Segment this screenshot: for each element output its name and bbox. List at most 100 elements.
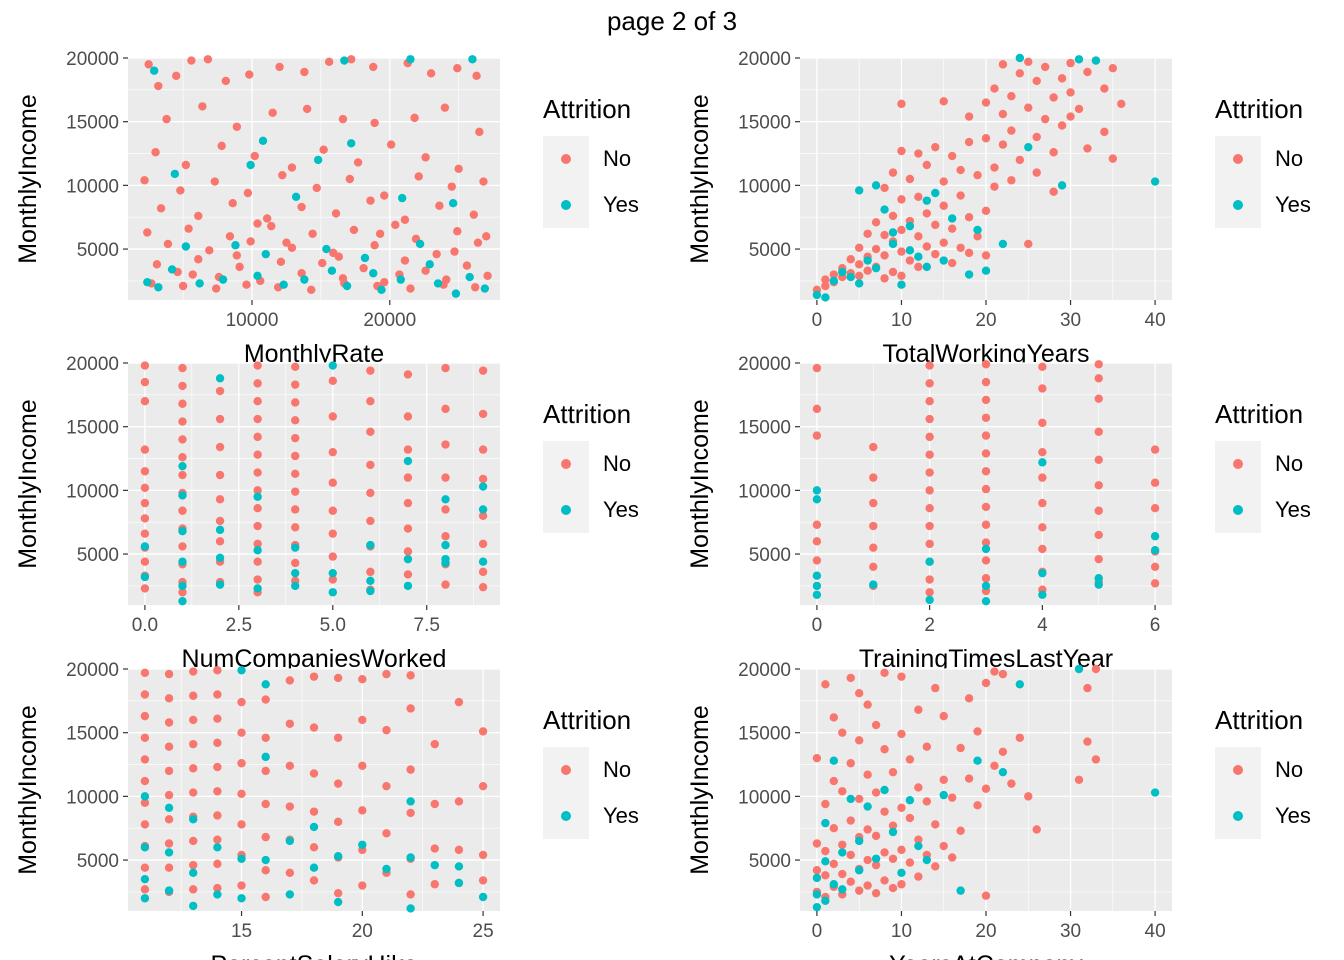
data-point — [403, 412, 413, 421]
data-point — [1015, 733, 1025, 742]
data-point — [189, 836, 198, 846]
data-point — [391, 220, 400, 230]
data-point — [441, 540, 450, 550]
data-point — [170, 169, 180, 179]
data-point — [140, 498, 150, 508]
data-point — [441, 495, 450, 504]
data-point — [140, 863, 150, 872]
data-point — [215, 495, 225, 504]
data-point — [871, 218, 881, 227]
data-point — [998, 140, 1008, 149]
data-point — [897, 99, 906, 109]
data-point — [905, 795, 915, 805]
data-point — [140, 483, 150, 493]
data-point — [358, 806, 367, 815]
legend-dot-icon — [561, 200, 571, 210]
x-tick-label: 30 — [1060, 921, 1081, 942]
legend-dot-icon — [1233, 765, 1243, 775]
x-axis-title: PercentSalaryHike — [210, 951, 417, 960]
data-point — [846, 673, 855, 683]
y-tick-label: 20000 — [66, 354, 119, 375]
data-point — [382, 781, 391, 791]
data-point — [375, 229, 385, 238]
data-point — [1007, 126, 1016, 135]
legend: Attrition No Yes — [543, 399, 673, 549]
data-point — [140, 733, 150, 742]
data-point — [925, 588, 934, 597]
x-tick-label: 4 — [1037, 615, 1048, 636]
data-point — [922, 242, 932, 251]
data-point — [297, 202, 306, 212]
data-point — [181, 242, 191, 251]
data-point — [981, 449, 991, 458]
data-point — [905, 858, 915, 867]
data-point — [812, 537, 822, 546]
data-point — [956, 886, 965, 895]
data-point — [308, 229, 317, 238]
data-point — [333, 852, 343, 861]
data-point — [313, 155, 323, 165]
data-point — [854, 866, 864, 875]
data-point — [947, 853, 957, 862]
legend-title: Attrition — [543, 94, 632, 124]
data-point — [471, 283, 480, 292]
data-point — [846, 816, 855, 825]
data-point — [897, 225, 906, 235]
series-No — [812, 56, 1126, 295]
scatter-plot: 15 20 25 5000 10000 15000 20000 PercentSalaryHi… — [14, 660, 500, 960]
data-point — [285, 761, 295, 770]
data-point — [425, 260, 434, 269]
data-point — [309, 876, 319, 885]
data-point — [871, 860, 881, 870]
data-point — [164, 886, 174, 895]
data-point — [366, 196, 375, 205]
data-point — [1091, 664, 1101, 674]
data-point — [253, 557, 262, 566]
data-point — [1074, 664, 1084, 674]
data-point — [382, 725, 391, 735]
data-point — [403, 445, 413, 454]
chart-panel-PercentSalaryHike: 15 20 25 5000 10000 15000 20000 PercentSalaryHi… — [0, 651, 672, 960]
data-point — [1083, 737, 1092, 746]
data-point — [328, 575, 337, 584]
scatter-plot: 0 10 20 30 40 5000 10000 15000 20000 YearsAtCompa… — [686, 660, 1172, 960]
data-point — [1038, 447, 1047, 457]
data-point — [981, 596, 991, 606]
data-point — [931, 188, 940, 198]
y-axis-title: MonthlyIncome — [14, 705, 42, 875]
data-point — [242, 280, 251, 289]
data-point — [358, 761, 367, 770]
data-point — [232, 122, 242, 131]
data-point — [838, 728, 847, 737]
data-point — [237, 759, 246, 768]
data-point — [846, 794, 855, 804]
data-point — [140, 885, 150, 894]
data-point — [922, 160, 932, 170]
data-point — [178, 581, 187, 591]
data-point — [1024, 792, 1033, 801]
data-point — [237, 854, 246, 863]
data-point — [215, 553, 225, 563]
data-point — [291, 558, 300, 568]
data-point — [939, 256, 948, 265]
data-point — [163, 239, 173, 249]
data-point — [181, 160, 191, 170]
data-point — [925, 575, 934, 584]
data-point — [382, 829, 391, 838]
y-axis-title: MonthlyIncome — [686, 399, 714, 569]
data-point — [285, 802, 295, 811]
data-point — [164, 718, 174, 727]
data-point — [821, 281, 830, 291]
data-point — [333, 888, 343, 898]
data-point — [931, 249, 940, 259]
data-point — [178, 542, 187, 551]
x-tick-label: 7.5 — [414, 615, 440, 636]
data-point — [829, 859, 839, 869]
data-point — [215, 580, 225, 589]
data-point — [981, 484, 991, 494]
x-tick-label: 2.5 — [226, 615, 252, 636]
data-point — [981, 431, 991, 440]
data-point — [454, 797, 464, 806]
data-point — [430, 844, 439, 853]
x-tick-label: 10 — [891, 921, 912, 942]
